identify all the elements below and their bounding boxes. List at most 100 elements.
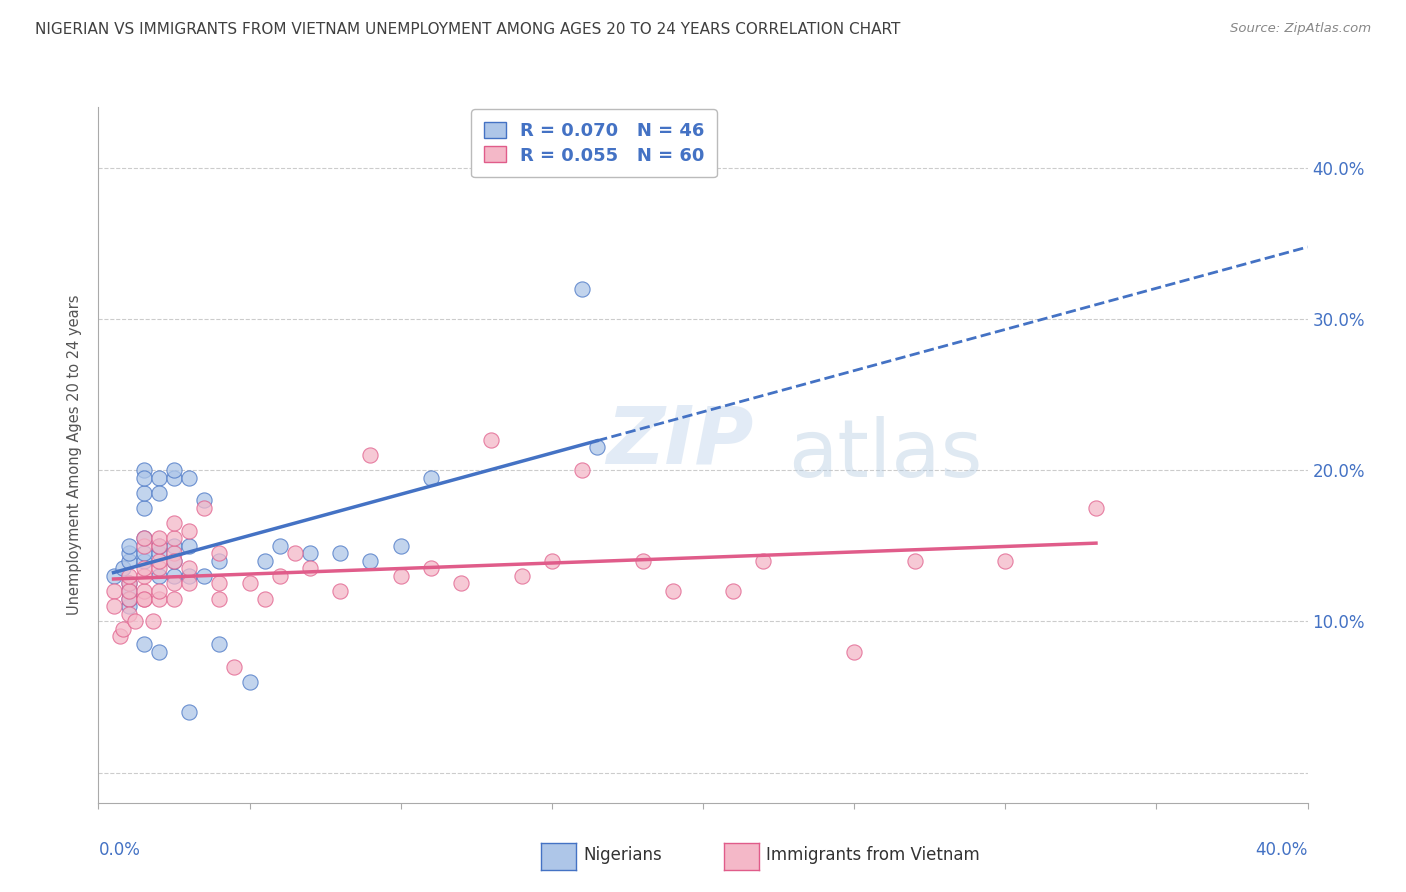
Point <box>420 470 443 484</box>
Y-axis label: Unemployment Among Ages 20 to 24 years: Unemployment Among Ages 20 to 24 years <box>67 294 83 615</box>
Point <box>179 470 201 484</box>
Text: 0.0%: 0.0% <box>98 840 141 859</box>
Point <box>132 539 155 553</box>
Point <box>253 554 276 568</box>
Point <box>208 637 231 651</box>
Point <box>118 569 141 583</box>
Point <box>360 554 382 568</box>
Point <box>118 546 141 560</box>
Point <box>360 448 382 462</box>
Point <box>148 584 170 599</box>
Point <box>118 539 141 553</box>
Point <box>148 539 170 553</box>
Text: Source: ZipAtlas.com: Source: ZipAtlas.com <box>1230 22 1371 36</box>
Point <box>103 584 125 599</box>
Point <box>179 561 201 575</box>
Point <box>124 615 146 629</box>
Text: NIGERIAN VS IMMIGRANTS FROM VIETNAM UNEMPLOYMENT AMONG AGES 20 TO 24 YEARS CORRE: NIGERIAN VS IMMIGRANTS FROM VIETNAM UNEM… <box>35 22 900 37</box>
Point <box>132 546 155 560</box>
Point <box>631 554 654 568</box>
Point <box>179 524 201 538</box>
Point <box>132 500 155 515</box>
Point <box>132 470 155 484</box>
Point <box>148 485 170 500</box>
Point <box>329 584 352 599</box>
Point <box>163 539 186 553</box>
Point <box>299 546 322 560</box>
Point <box>118 584 141 599</box>
Point <box>118 554 141 568</box>
Point <box>163 554 186 568</box>
Point <box>179 705 201 719</box>
Point <box>148 554 170 568</box>
Point <box>148 531 170 545</box>
Point <box>193 500 215 515</box>
Point <box>108 629 131 643</box>
Legend: R = 0.070   N = 46, R = 0.055   N = 60: R = 0.070 N = 46, R = 0.055 N = 60 <box>471 109 717 178</box>
Point <box>662 584 685 599</box>
Point <box>111 622 134 636</box>
Point <box>723 584 745 599</box>
Point <box>420 561 443 575</box>
Text: atlas: atlas <box>787 416 981 494</box>
Point <box>132 554 155 568</box>
Point <box>148 546 170 560</box>
Point <box>329 546 352 560</box>
Point <box>269 539 291 553</box>
Point <box>148 561 170 575</box>
Point <box>163 531 186 545</box>
Point <box>193 493 215 508</box>
Point <box>208 546 231 560</box>
Point <box>118 591 141 606</box>
Text: 40.0%: 40.0% <box>1256 840 1308 859</box>
Point <box>510 569 533 583</box>
Point <box>389 539 412 553</box>
Point <box>752 554 775 568</box>
Text: Immigrants from Vietnam: Immigrants from Vietnam <box>766 846 980 863</box>
Text: Nigerians: Nigerians <box>583 846 662 863</box>
Point <box>132 561 155 575</box>
Point <box>844 644 866 658</box>
Point <box>118 576 141 591</box>
Point <box>163 516 186 530</box>
Point <box>179 539 201 553</box>
Point <box>284 546 307 560</box>
Point <box>540 554 562 568</box>
Point <box>994 554 1017 568</box>
Point <box>224 659 246 673</box>
Point <box>103 569 125 583</box>
Point <box>179 576 201 591</box>
Point <box>132 591 155 606</box>
Point <box>118 576 141 591</box>
Point <box>132 531 155 545</box>
Point <box>163 463 186 477</box>
Point <box>904 554 927 568</box>
Point <box>208 576 231 591</box>
Point <box>148 591 170 606</box>
Point <box>111 561 134 575</box>
Point <box>132 463 155 477</box>
Point <box>163 554 186 568</box>
Point <box>132 531 155 545</box>
Point <box>148 539 170 553</box>
Point <box>142 615 165 629</box>
Point <box>571 463 593 477</box>
Point <box>208 591 231 606</box>
Point <box>253 591 276 606</box>
Point <box>239 576 262 591</box>
Point <box>571 281 593 295</box>
Point <box>148 644 170 658</box>
Point <box>299 561 322 575</box>
Point <box>163 569 186 583</box>
Point <box>148 470 170 484</box>
Point <box>481 433 503 447</box>
Point <box>208 554 231 568</box>
Point <box>132 591 155 606</box>
Point <box>239 674 262 689</box>
Point <box>586 441 609 455</box>
Point <box>163 576 186 591</box>
Point <box>269 569 291 583</box>
Point <box>163 470 186 484</box>
Point <box>148 569 170 583</box>
Point <box>132 637 155 651</box>
